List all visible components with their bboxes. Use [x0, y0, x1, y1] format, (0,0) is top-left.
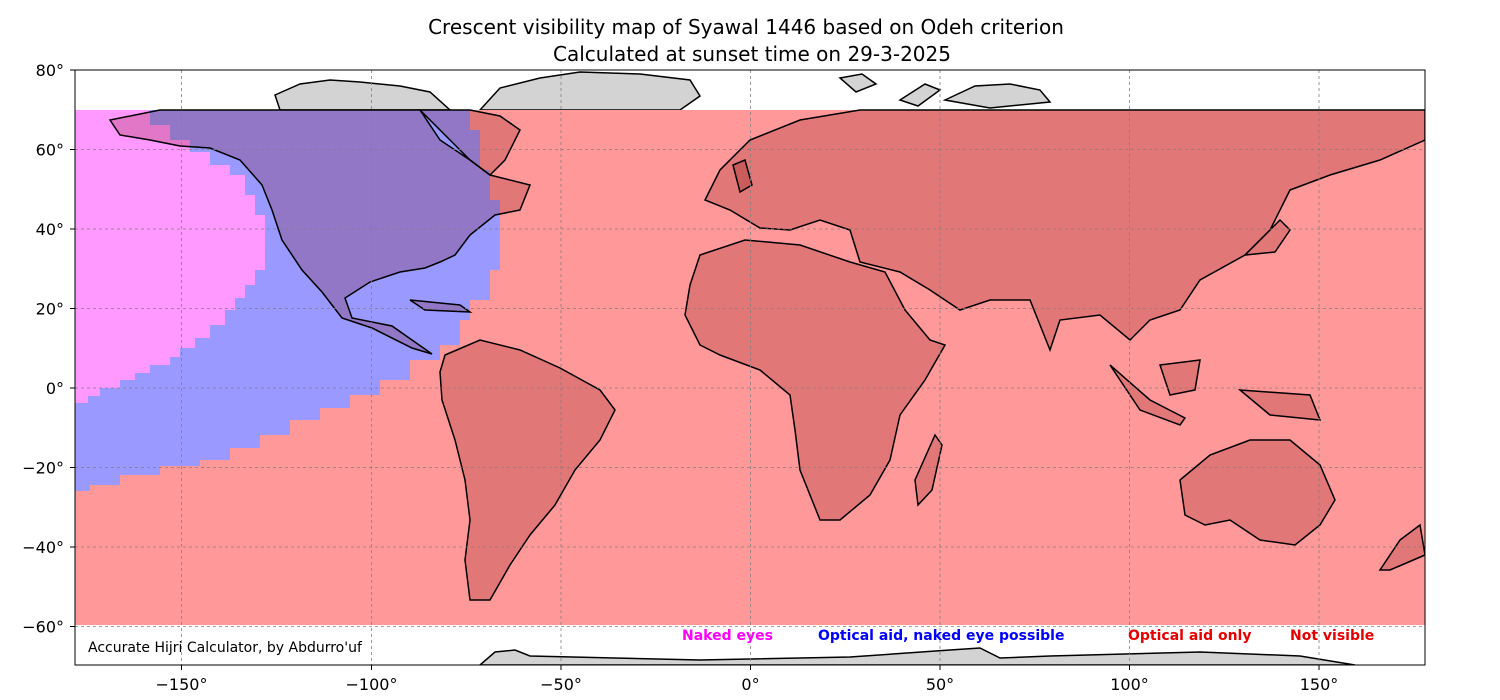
y-axis: 80° 60° 40° 20° 0° −20° −40° −60° — [22, 61, 75, 637]
y-tick-label: 40° — [36, 220, 64, 239]
new-zealand — [1378, 523, 1425, 571]
svalbard — [838, 73, 878, 93]
x-tick-label: −50° — [540, 675, 582, 694]
x-axis: −150° −100° −50° 0° 50° 100° 150° — [156, 665, 1339, 694]
south-america — [439, 339, 616, 601]
legend-naked-eyes: Naked eyes — [682, 628, 773, 644]
indonesia — [1109, 359, 1322, 426]
gridlines — [75, 70, 1425, 665]
continents — [108, 109, 1425, 601]
siberian-islands — [942, 83, 1052, 109]
y-tick-label: −20° — [22, 459, 64, 478]
legend-optical-aid-only: Optical aid only — [1128, 628, 1251, 644]
land-polar — [274, 71, 1356, 665]
title-line-1: Crescent visibility map of Syawal 1446 b… — [428, 15, 1064, 39]
greenland-north — [478, 71, 702, 111]
x-tick-label: −100° — [346, 675, 398, 694]
antarctica — [478, 647, 1356, 665]
cuba — [409, 299, 473, 313]
y-tick-label: −40° — [22, 538, 64, 557]
y-tick-label: 20° — [36, 300, 64, 319]
uk-ireland — [732, 158, 753, 194]
africa — [684, 239, 947, 521]
legend-not-visible: Not visible — [1290, 628, 1374, 644]
greenland — [418, 109, 521, 176]
map-area: Naked eyes Optical aid, naked eye possib… — [75, 70, 1425, 665]
y-tick-label: 0° — [46, 379, 64, 398]
australia — [1179, 439, 1336, 546]
north-america — [108, 109, 532, 355]
eurasia — [703, 109, 1425, 353]
y-tick-label: 60° — [36, 141, 64, 160]
x-tick-label: 50° — [926, 675, 954, 694]
credit-text: Accurate Hijri Calculator, by Abdurro'uf — [88, 640, 363, 656]
x-tick-label: 100° — [1110, 675, 1149, 694]
x-tick-label: −150° — [156, 675, 208, 694]
legend-optical-aid-naked-eye-possible: Optical aid, naked eye possible — [818, 628, 1064, 644]
x-tick-label: 0° — [741, 675, 759, 694]
title-line-2: Calculated at sunset time on 29-3-2025 — [553, 42, 951, 66]
y-tick-label: −60° — [22, 618, 64, 637]
zone-naked-eye — [75, 110, 265, 403]
x-tick-label: 150° — [1300, 675, 1339, 694]
y-tick-label: 80° — [36, 61, 64, 80]
japan — [1242, 218, 1291, 256]
madagascar — [914, 433, 943, 507]
